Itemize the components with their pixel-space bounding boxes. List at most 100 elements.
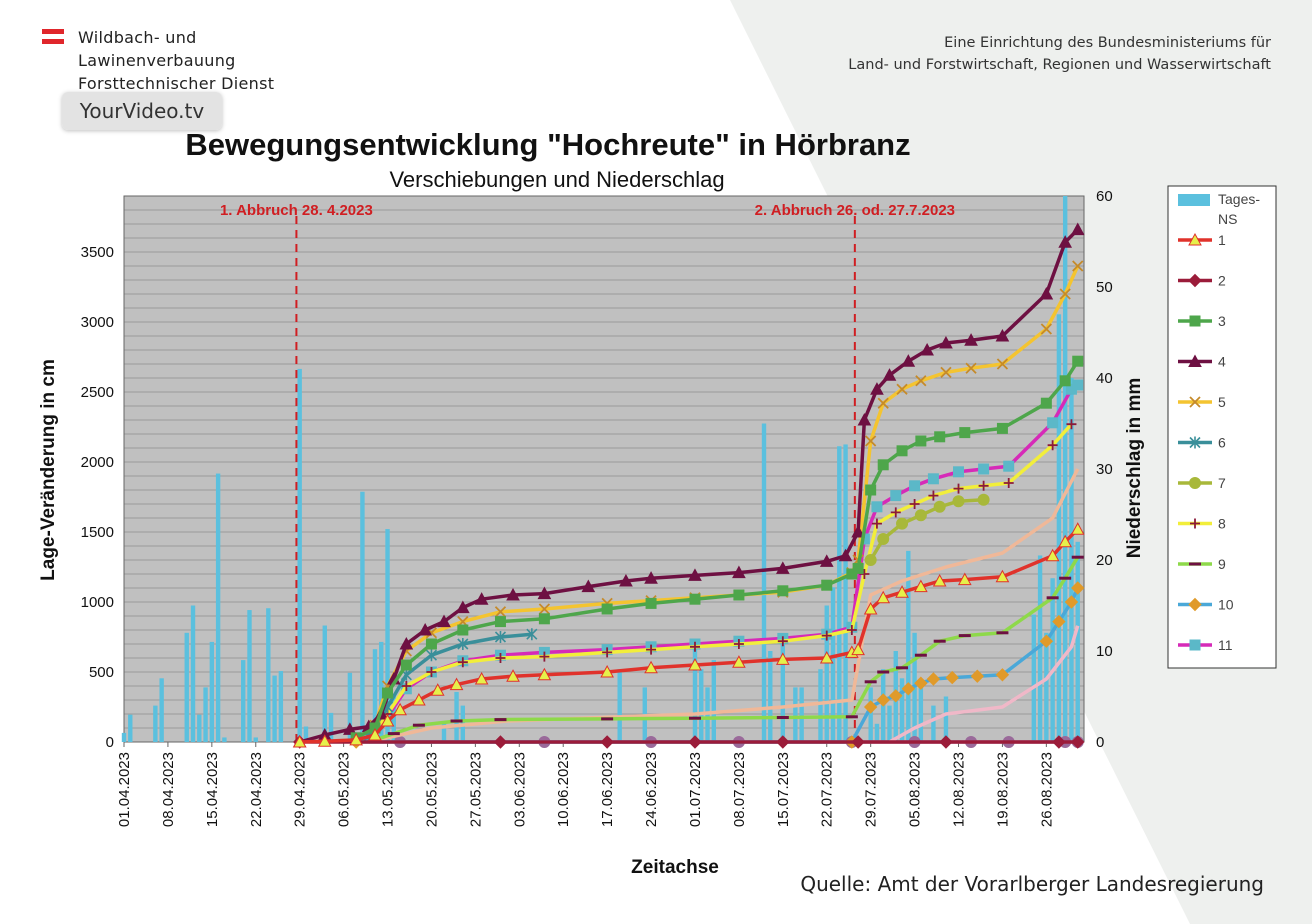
series-marker bbox=[1071, 735, 1085, 749]
precipitation-bar bbox=[328, 712, 334, 742]
series-marker bbox=[871, 501, 883, 513]
series-line bbox=[888, 625, 1080, 744]
series-marker bbox=[457, 657, 468, 668]
series-marker bbox=[645, 597, 657, 609]
precipitation-bar bbox=[209, 641, 215, 742]
series-marker bbox=[909, 480, 921, 492]
series-marker bbox=[978, 480, 989, 491]
x-tick-label: 08.07.2023 bbox=[731, 752, 748, 827]
series-marker bbox=[1059, 288, 1071, 300]
x-tick-label: 10.06.2023 bbox=[555, 752, 572, 827]
series-marker bbox=[896, 445, 908, 457]
precipitation-bar bbox=[222, 737, 227, 742]
series-marker bbox=[539, 651, 550, 662]
precipitation-bar bbox=[780, 641, 786, 742]
series-marker bbox=[909, 499, 920, 509]
series-marker bbox=[526, 628, 538, 641]
y-tick-label: 500 bbox=[89, 664, 114, 681]
precipitation-bar bbox=[824, 605, 829, 742]
x-tick-label: 22.04.2023 bbox=[248, 752, 265, 827]
x-tick-label: 13.05.2023 bbox=[380, 752, 397, 827]
series-marker bbox=[863, 700, 878, 714]
series-marker bbox=[915, 435, 927, 447]
series-marker bbox=[927, 473, 939, 485]
series-marker bbox=[775, 561, 790, 574]
series-marker bbox=[474, 671, 489, 685]
series-marker bbox=[400, 659, 412, 671]
series-marker bbox=[914, 509, 927, 522]
series-marker bbox=[393, 702, 407, 716]
x-tick-label: 17.06.2023 bbox=[599, 752, 616, 827]
series-marker bbox=[821, 630, 832, 641]
series-marker bbox=[689, 593, 701, 605]
precipitation-bar bbox=[699, 669, 704, 742]
precipitation-bar bbox=[241, 660, 246, 742]
series-marker bbox=[889, 689, 903, 703]
y-tick-label: 2000 bbox=[81, 454, 114, 471]
series-marker bbox=[939, 735, 953, 749]
series-marker bbox=[901, 682, 916, 696]
precipitation-bar bbox=[266, 608, 271, 742]
precipitation-bar bbox=[379, 641, 384, 742]
series-marker bbox=[581, 579, 596, 593]
organization-name: Wildbach- und Lawinenverbauung Forsttech… bbox=[78, 26, 274, 95]
series-marker bbox=[437, 614, 451, 628]
series-marker bbox=[689, 641, 700, 652]
series-marker bbox=[859, 569, 870, 579]
series-marker bbox=[537, 667, 552, 681]
series-marker bbox=[495, 653, 506, 663]
series-marker bbox=[1072, 355, 1084, 367]
legend-swatch-precipitation bbox=[1178, 194, 1210, 206]
series-marker bbox=[732, 565, 746, 579]
series-marker bbox=[877, 459, 889, 471]
series-marker bbox=[940, 366, 952, 379]
y-axis-label: Lage-Veränderung in cm bbox=[38, 359, 59, 581]
precipitation-bar bbox=[793, 687, 798, 742]
series-marker bbox=[846, 568, 858, 580]
precipitation-bar bbox=[692, 641, 698, 742]
y2-axis-label: Niederschlag in mm bbox=[1124, 378, 1145, 559]
precipitation-bar bbox=[874, 723, 880, 742]
series-marker bbox=[864, 554, 877, 566]
legend-marker bbox=[1189, 396, 1201, 408]
series-marker bbox=[1072, 260, 1084, 272]
precipitation-bar bbox=[818, 669, 823, 742]
series-marker bbox=[876, 693, 890, 707]
series-marker bbox=[602, 647, 613, 658]
austria-flag-icon bbox=[42, 29, 64, 45]
series-marker bbox=[600, 664, 614, 678]
series-marker bbox=[732, 655, 746, 668]
x-axis-label: Zeitachse bbox=[631, 857, 719, 878]
x-tick-label: 08.04.2023 bbox=[160, 752, 177, 827]
series-marker bbox=[952, 495, 965, 508]
x-tick-label: 19.08.2023 bbox=[994, 752, 1011, 827]
series-marker bbox=[1070, 522, 1085, 535]
legend-label: 10 bbox=[1218, 597, 1234, 613]
legend-label: 11 bbox=[1218, 637, 1233, 653]
break-marker-label: 2. Abbruch 26. od. 27.7.2023 bbox=[755, 202, 955, 219]
series-marker bbox=[863, 601, 878, 615]
series-marker bbox=[619, 573, 633, 587]
series-marker bbox=[1059, 375, 1071, 387]
legend-marker bbox=[1188, 232, 1202, 246]
series-marker bbox=[455, 600, 470, 614]
series-marker bbox=[368, 727, 382, 741]
precipitation-bar bbox=[899, 678, 905, 742]
series-marker bbox=[412, 692, 426, 706]
series-marker bbox=[733, 589, 745, 601]
org-line: Forsttechnischer Dienst bbox=[78, 74, 275, 93]
series-marker bbox=[1071, 581, 1085, 595]
precipitation-bar bbox=[322, 625, 327, 742]
series-marker bbox=[876, 590, 891, 604]
series-marker bbox=[953, 483, 964, 494]
series-marker bbox=[957, 572, 972, 586]
precipitation-bar bbox=[931, 705, 936, 742]
precipitation-bar bbox=[159, 678, 164, 742]
series-marker bbox=[688, 657, 702, 671]
series-marker bbox=[914, 676, 928, 690]
ministry-line: Land- und Forstwirtschaft, Regionen und … bbox=[848, 57, 1271, 73]
series-marker bbox=[851, 642, 865, 656]
precipitation-bar bbox=[1062, 196, 1068, 742]
precipitation-bar bbox=[617, 669, 622, 742]
x-tick-label: 26.08.2023 bbox=[1038, 752, 1055, 827]
